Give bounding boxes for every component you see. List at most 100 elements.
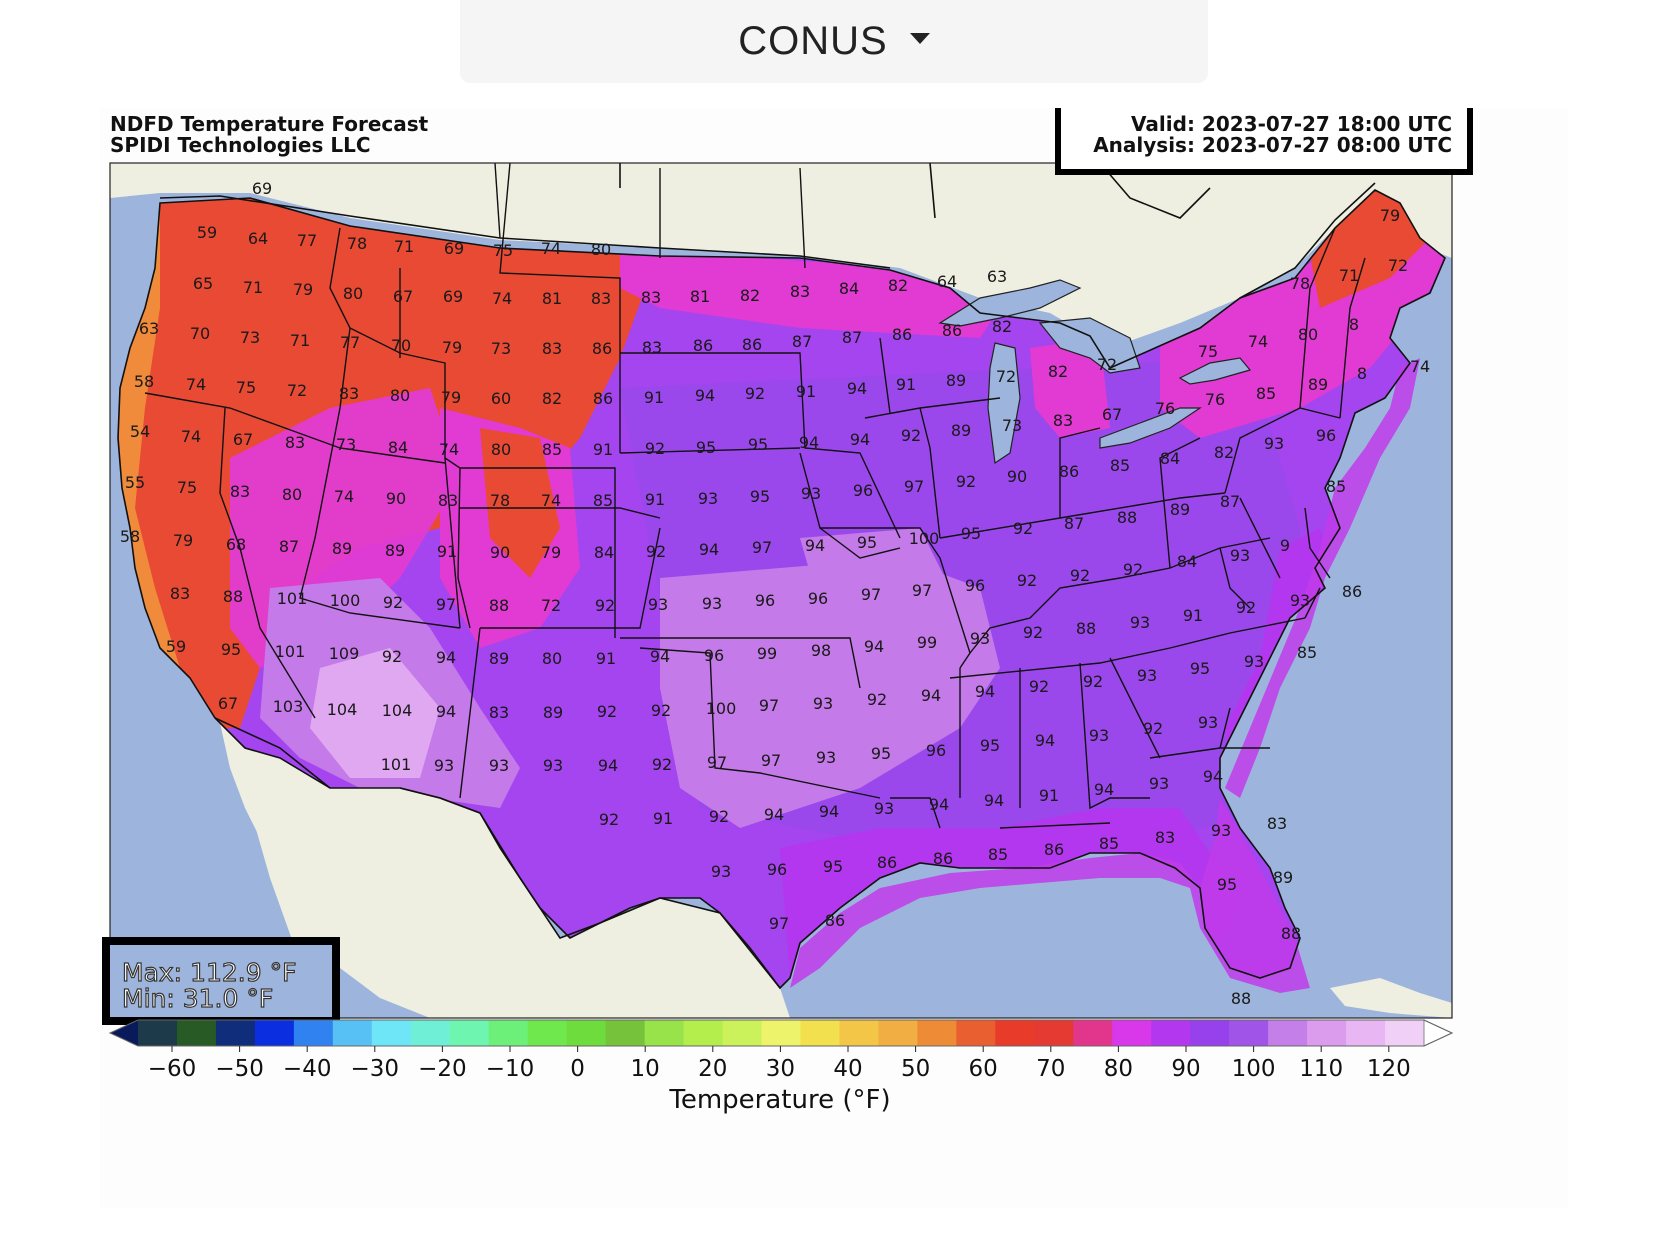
colorbar-outline <box>108 1019 1454 1047</box>
temperature-label: 94 <box>799 433 819 452</box>
temperature-label: 71 <box>1339 266 1359 285</box>
colorbar-tick-label: −50 <box>215 1056 264 1082</box>
temperature-label: 91 <box>645 490 665 509</box>
temperature-label: 95 <box>748 435 768 454</box>
temperature-label: 91 <box>596 649 616 668</box>
temperature-label: 94 <box>805 536 825 555</box>
temperature-label: 74 <box>541 239 561 258</box>
temperature-label: 96 <box>767 860 787 879</box>
temperature-label: 95 <box>1190 659 1210 678</box>
temperature-label: 86 <box>942 321 962 340</box>
temperature-label: 93 <box>1211 821 1231 840</box>
temperature-label: 92 <box>599 810 619 829</box>
temperature-label: 84 <box>594 543 614 562</box>
temperature-label: 64 <box>248 229 268 248</box>
temperature-label: 93 <box>702 594 722 613</box>
temperature-label: 94 <box>1203 767 1223 786</box>
temperature-label: 79 <box>1380 206 1400 225</box>
temperature-label: 92 <box>1013 519 1033 538</box>
temperature-label: 85 <box>1326 477 1346 496</box>
temperature-label: 100 <box>909 529 940 548</box>
temperature-label: 93 <box>698 489 718 508</box>
temperature-label: 80 <box>1298 325 1318 344</box>
temperature-label: 83 <box>438 491 458 510</box>
temperature-label: 85 <box>988 845 1008 864</box>
temperature-label: 92 <box>956 472 976 491</box>
temperature-label: 87 <box>279 537 299 556</box>
temperature-label: 89 <box>946 371 966 390</box>
great-lakes <box>938 279 1252 465</box>
colorbar-segment <box>683 1020 724 1046</box>
colorbar-tick-label: 100 <box>1232 1056 1276 1082</box>
temperature-label: 97 <box>769 914 789 933</box>
temperature-label: 95 <box>1217 875 1237 894</box>
temperature-label: 91 <box>1039 786 1059 805</box>
temperature-label: 91 <box>1183 606 1203 625</box>
temperature-label: 74 <box>1248 332 1268 351</box>
temperature-label: 83 <box>790 282 810 301</box>
temperature-label: 93 <box>816 748 836 767</box>
temperature-label: 89 <box>489 649 509 668</box>
temperature-label: 93 <box>970 629 990 648</box>
temperature-label: 100 <box>330 591 361 610</box>
temperature-label: 88 <box>489 596 509 615</box>
temperature-label: 93 <box>648 595 668 614</box>
temperature-label: 94 <box>436 648 456 667</box>
colorbar-segment <box>488 1020 529 1046</box>
temperature-label: 67 <box>1102 405 1122 424</box>
temperature-label: 94 <box>864 637 884 656</box>
temperature-label: 58 <box>120 527 140 546</box>
temperature-label: 85 <box>1297 643 1317 662</box>
colorbar-segment <box>1073 1020 1113 1046</box>
temperature-label: 92 <box>646 542 666 561</box>
colorbar-segment <box>254 1020 295 1046</box>
colorbar-segment <box>293 1020 334 1046</box>
colorbar-tick-label: 0 <box>570 1056 585 1082</box>
temperature-label: 94 <box>975 682 995 701</box>
colorbar-tick-label: −30 <box>351 1056 400 1082</box>
temperature-labels: 69 59 64 77 78 71 69 75 74 80 65 71 79 80 67 69 74 81 83 83… <box>120 179 1430 1008</box>
temperature-label: 94 <box>1094 780 1114 799</box>
temperature-label: 93 <box>1264 434 1284 453</box>
temperature-label: 94 <box>819 802 839 821</box>
colorbar-tick-label: −60 <box>148 1056 197 1082</box>
colorbar-segment <box>761 1020 802 1046</box>
temperature-label: 82 <box>542 389 562 408</box>
temperature-label: 92 <box>1143 719 1163 738</box>
temperature-label: 71 <box>290 331 310 350</box>
temperature-label: 70 <box>391 336 411 355</box>
temperature-label: 93 <box>1137 666 1157 685</box>
temperature-label: 92 <box>382 647 402 666</box>
temperature-label: 100 <box>706 699 737 718</box>
temperature-label: 90 <box>1007 467 1027 486</box>
temperature-label: 93 <box>1130 613 1150 632</box>
colorbar-segment <box>839 1020 880 1046</box>
temperature-label: 92 <box>1083 672 1103 691</box>
colorbar-segment <box>527 1020 568 1046</box>
temperature-label: 80 <box>491 440 511 459</box>
temperature-label: 90 <box>386 489 406 508</box>
map-subtitle: SPIDI Technologies LLC <box>110 133 371 157</box>
temperature-label: 64 <box>937 272 957 291</box>
temperature-label: 86 <box>1044 840 1064 859</box>
colorbar-tick-label: 40 <box>833 1056 862 1082</box>
temperature-label: 69 <box>443 287 463 306</box>
temperature-label: 103 <box>273 697 304 716</box>
temperature-label: 84 <box>1177 552 1197 571</box>
temperature-label: 83 <box>339 384 359 403</box>
region-dropdown[interactable]: CONUS <box>460 0 1208 83</box>
temperature-label: 97 <box>761 751 781 770</box>
colorbar-tick-label: 30 <box>766 1056 795 1082</box>
colorbar-segment <box>138 1020 178 1046</box>
temperature-label: 75 <box>177 478 197 497</box>
temperature-label: 92 <box>901 426 921 445</box>
temperature-label: 83 <box>641 288 661 307</box>
temperature-label: 83 <box>591 289 611 308</box>
temperature-label: 95 <box>857 533 877 552</box>
temperature-label: 91 <box>644 388 664 407</box>
temperature-label: 80 <box>390 386 410 405</box>
temperature-label: 94 <box>695 386 715 405</box>
temperature-label: 88 <box>1076 619 1096 638</box>
colorbar-segment <box>1112 1020 1152 1046</box>
temperature-label: 82 <box>1048 362 1068 381</box>
